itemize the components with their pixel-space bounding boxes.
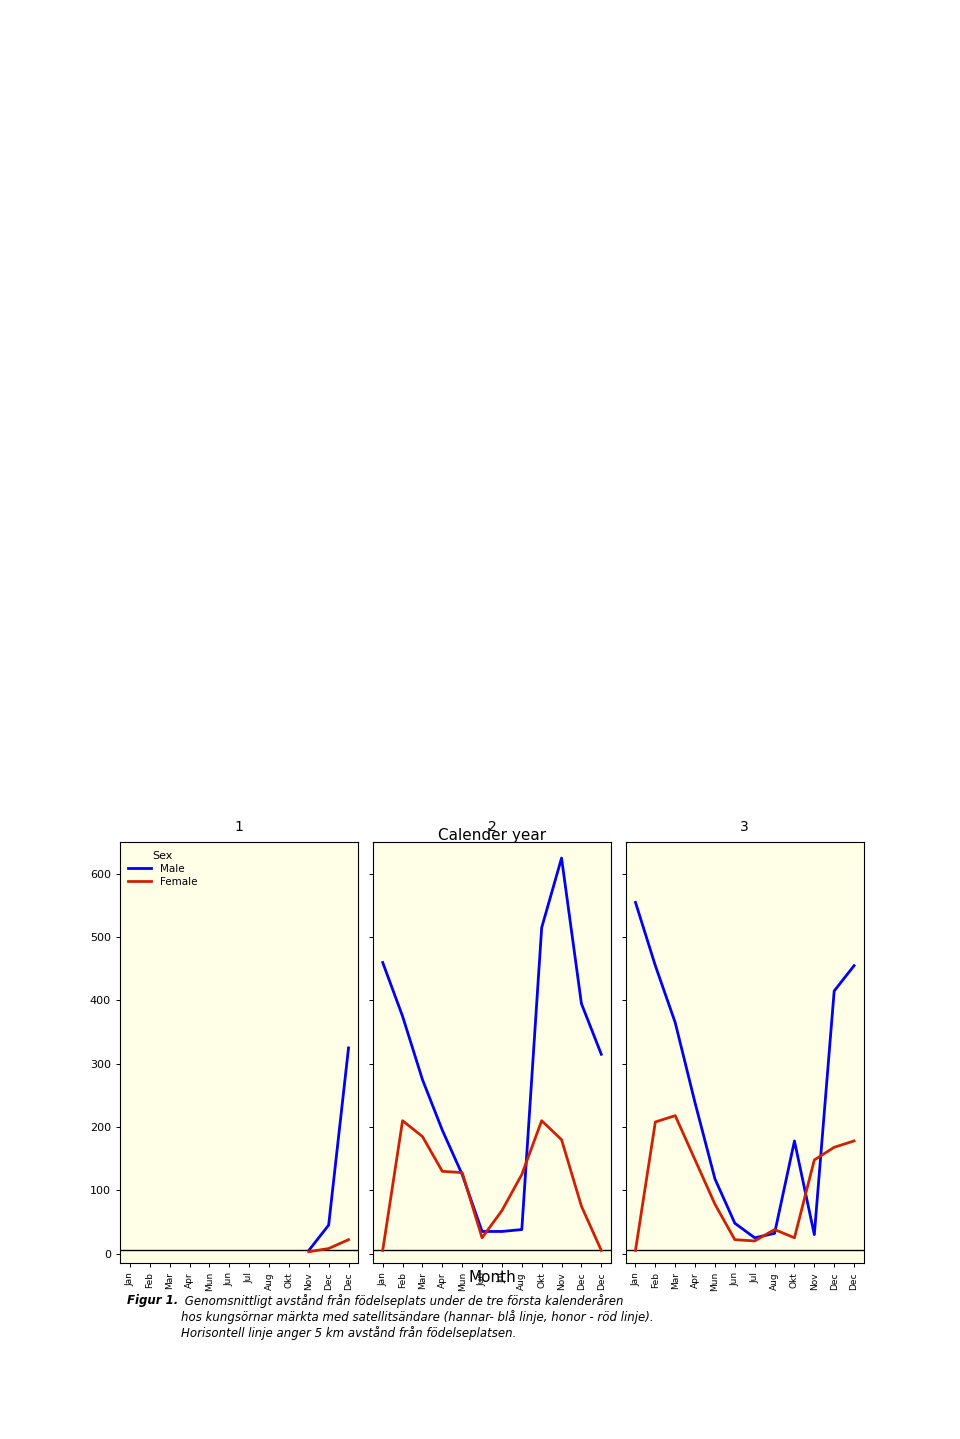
Legend: Male, Female: Male, Female	[125, 848, 201, 889]
Text: 2: 2	[488, 820, 496, 833]
Text: Calender year: Calender year	[438, 829, 546, 843]
Text: Month: Month	[468, 1269, 516, 1285]
Text: Genomsnittligt avstånd från födelseplats under de tre första kalenderåren
hos ku: Genomsnittligt avstånd från födelseplats…	[181, 1294, 654, 1340]
Text: Figur 1.: Figur 1.	[128, 1294, 179, 1307]
Text: 3: 3	[740, 820, 749, 833]
Text: 1: 1	[235, 820, 244, 833]
